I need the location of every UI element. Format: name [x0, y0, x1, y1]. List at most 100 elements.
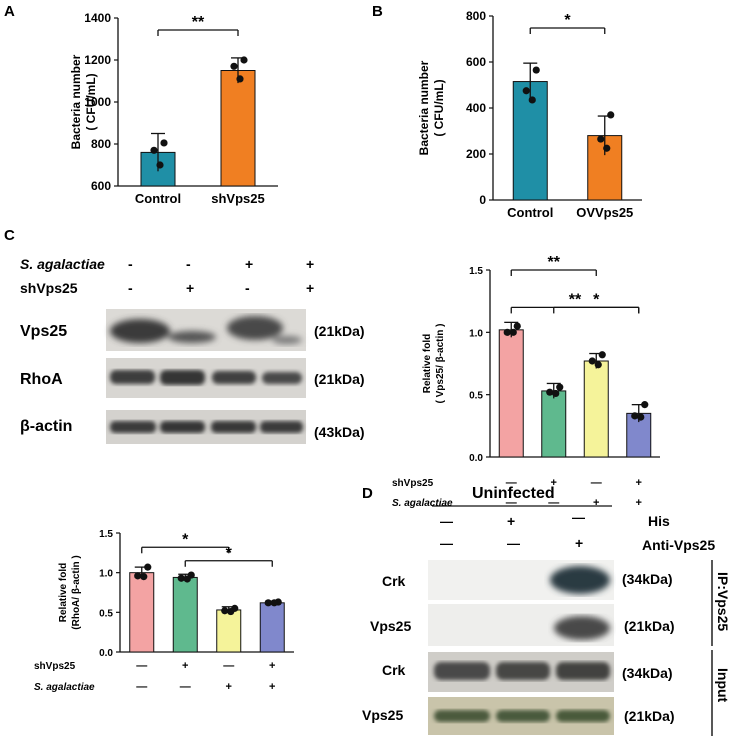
blot-c-band-size-rhoa: (21kDa) — [314, 371, 365, 387]
c-right-data-point — [594, 361, 602, 369]
a-y-tick-label: 1000 — [84, 95, 111, 109]
a-y-tick-label: 1200 — [84, 53, 111, 67]
c-right-x-row-sign: — — [591, 477, 602, 489]
c-right-data-point — [546, 388, 554, 396]
b-data-point — [597, 135, 605, 143]
blot-c: S. agalactiae - - + + shVps25 - + - + — [20, 256, 365, 444]
c-bottom-y-tick-label: 0.5 — [99, 608, 113, 619]
c-bottom-y-tick-label: 1.0 — [99, 569, 113, 580]
c-bottom-y-tick-label: 0.0 — [99, 648, 113, 659]
c-right-data-point — [641, 401, 649, 409]
blot-c-band-size-vps25: (21kDa) — [314, 323, 365, 339]
b-x-tick-label: OVVps25 — [576, 205, 633, 220]
b-x-tick-label: Control — [507, 205, 553, 220]
c-bottom-x-row-sign: — — [223, 660, 234, 672]
c-right-data-point — [556, 383, 564, 391]
a-data-point — [230, 62, 238, 70]
blot-d-band-label-vps25-input: Vps25 — [362, 707, 403, 723]
c-bottom-bar — [259, 602, 285, 653]
blot-c-band-label-actin: β-actin — [20, 418, 72, 435]
blot-c-row2-label: shVps25 — [20, 280, 78, 296]
c-bottom-x-row-sign: — — [136, 660, 147, 672]
c-right-sig-label: ** — [548, 254, 561, 271]
a-data-point — [160, 139, 168, 147]
c-right-x-row-sign: — — [506, 497, 517, 509]
b-data-point — [528, 96, 536, 104]
c-bottom-x-row-sign: + — [226, 681, 232, 693]
b-data-point — [607, 111, 615, 119]
blot-d-row1-sign-3: — — [572, 510, 585, 525]
blot-d-band-size-crk-ip: (34kDa) — [622, 571, 673, 587]
c-right-data-point — [588, 357, 596, 365]
blot-c-row2-sign-2: + — [186, 280, 194, 296]
blot-d-row1-sign-2: + — [507, 513, 515, 529]
c-right-x-row-label: S. agalactiae — [392, 498, 453, 509]
blot-d-row2-label: Anti-Vps25 — [642, 537, 715, 553]
blot-d-band-label-crk-input: Crk — [382, 662, 406, 678]
c-bottom-y-label-line1: Relative fold — [58, 563, 69, 622]
c-bottom-data-point — [227, 607, 235, 616]
blot-c-band-size-actin: (43kDa) — [314, 424, 365, 440]
blot-d-group-ip: IP:Vps25 — [715, 572, 731, 631]
a-data-point — [236, 75, 244, 83]
c-right-data-point — [503, 328, 511, 336]
blot-c-band-label-rhoa: RhoA — [20, 371, 63, 388]
panel-label-c: C — [4, 227, 15, 244]
c-right-x-row-sign: — — [506, 477, 517, 489]
c-right-bar — [583, 360, 609, 458]
c-bottom-data-point — [270, 599, 278, 607]
c-bottom-x-row-label: shVps25 — [34, 661, 76, 672]
c-bottom-bar — [129, 572, 155, 653]
c-right-sig-label: * — [593, 291, 600, 308]
c-right-data-point — [509, 328, 517, 336]
blot-c-row1-sign-1: - — [128, 256, 133, 272]
a-x-tick-label: Control — [135, 191, 181, 206]
blot-c-row1-sign-3: + — [245, 256, 253, 272]
blot-c-band-label-vps25: Vps25 — [20, 323, 67, 340]
c-right-y-tick-label: 0.5 — [469, 391, 483, 402]
blot-d-row1-label: His — [648, 513, 670, 529]
c-right-x-row-sign: — — [548, 497, 559, 509]
a-data-point — [240, 56, 248, 64]
a-y-label-line2: ( CFU/mL) — [84, 73, 98, 130]
b-y-tick-label: 600 — [466, 55, 486, 69]
c-bottom-bar — [172, 576, 198, 653]
c-right-data-point — [598, 351, 606, 359]
blot-c-row1-sign-2: - — [186, 256, 191, 272]
b-y-tick-label: 800 — [466, 9, 486, 23]
c-right-x-row-sign: + — [636, 497, 642, 509]
a-y-tick-label: 1400 — [84, 11, 111, 25]
chart-c-vps25-quant: 0.0 0.5 1.0 1.5 Relative fold( Vps25/ β-acti… — [392, 254, 660, 509]
a-data-point — [156, 161, 164, 169]
c-bottom-y-label-line2: (RhoA/ β-actin ) — [71, 555, 82, 629]
blot-d: Uninfected — + — His — — + Anti-Vps25 — [362, 485, 731, 736]
c-right-y-tick-label: 1.5 — [469, 266, 483, 277]
b-y-tick-label: 200 — [466, 147, 486, 161]
c-bottom-data-point — [183, 575, 191, 583]
b-y-label-line2: ( CFU/mL) — [432, 79, 446, 136]
blot-d-row2-sign-2: — — [507, 536, 520, 551]
b-data-point — [532, 66, 540, 74]
blot-c-row2-sign-1: - — [128, 280, 133, 296]
blot-d-band-label-vps25-ip: Vps25 — [370, 618, 411, 634]
c-bottom-data-point — [144, 563, 152, 571]
panel-label-d: D — [362, 485, 373, 502]
a-sig-label: ** — [192, 14, 205, 31]
c-right-x-row-sign: + — [551, 477, 557, 489]
blot-d-band-label-crk-ip: Crk — [382, 573, 406, 589]
c-bottom-data-point — [140, 573, 148, 581]
chart-c-rhoa-quant: 0.0 0.5 1.0 1.5 Relative fold (RhoA/ β-actin … — [34, 529, 294, 693]
chart-b: 0 200 400 600 800 Bacteria number( CFU/mL) Con… — [417, 9, 642, 220]
blot-d-band-size-vps25-input: (21kDa) — [624, 708, 675, 724]
c-right-x-row-sign: + — [636, 477, 642, 489]
c-bottom-x-row-sign: + — [269, 660, 275, 672]
c-bottom-data-point — [264, 599, 272, 607]
a-data-point — [150, 146, 158, 154]
c-right-y-label-line2: ( Vps25/ β-actin ) — [435, 323, 446, 403]
c-right-y-tick-label: 0.0 — [469, 453, 483, 464]
c-right-y-tick-label: 1.0 — [469, 328, 483, 339]
c-bottom-sig-label: * — [182, 531, 189, 548]
a-y-tick-label: 600 — [91, 179, 111, 193]
blot-c-row2-sign-4: + — [306, 280, 314, 296]
